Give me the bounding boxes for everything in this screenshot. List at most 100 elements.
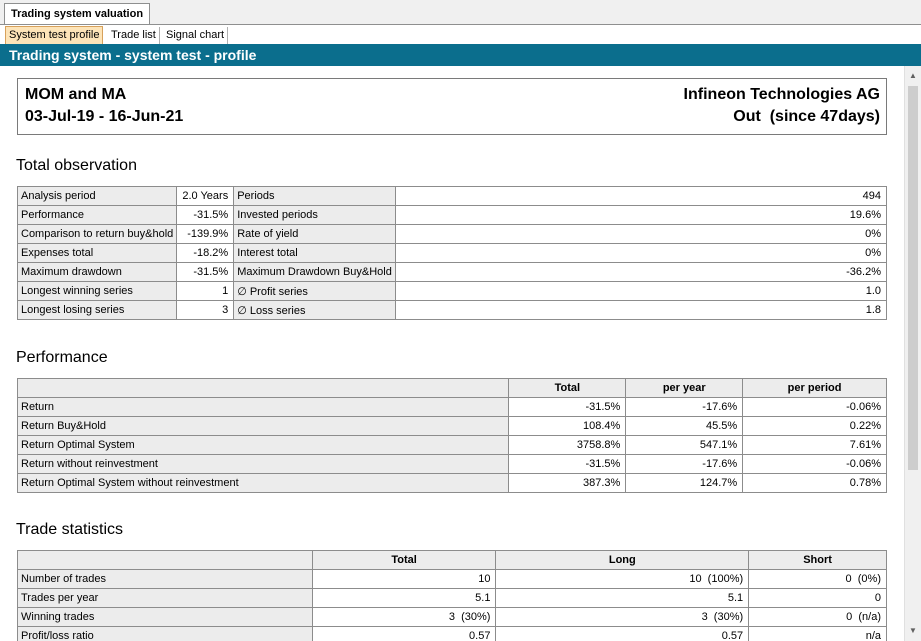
vertical-scrollbar[interactable]: ▲ ▼ xyxy=(904,66,921,641)
obs-label: Analysis period xyxy=(16,186,178,206)
trade-long: 0.57 xyxy=(495,626,750,641)
tab-system-test-profile[interactable]: System test profile xyxy=(5,26,104,45)
window-tab-trading-system-valuation[interactable]: Trading system valuation xyxy=(4,3,151,24)
position-status: Out (since 47days) xyxy=(733,108,880,125)
obs-label: Comparison to return buy&hold xyxy=(16,224,178,244)
perf-total: -31.5% xyxy=(508,454,627,474)
perf-per-period: 0.78% xyxy=(742,473,887,493)
perf-per-year: 547.1% xyxy=(625,435,744,455)
window-tab-bar: Trading system valuation xyxy=(0,0,921,25)
column-header: Long xyxy=(495,550,750,570)
total-observation-table: Analysis period 2.0 Years Periods 494 Pe… xyxy=(16,186,888,320)
obs-value: 1 xyxy=(176,281,235,301)
table-row: Return Optimal System 3758.8% 547.1% 7.6… xyxy=(16,435,887,455)
trade-total: 5.1 xyxy=(311,588,497,608)
obs-value: -36.2% xyxy=(394,262,888,282)
trade-total: 10 xyxy=(311,569,497,589)
obs-label: Expenses total xyxy=(16,243,178,263)
table-header-row: Total per year per period xyxy=(16,378,887,398)
perf-per-year: -17.6% xyxy=(625,397,744,417)
trade-short: 0 (0%) xyxy=(748,569,887,589)
perf-per-year: 45.5% xyxy=(625,416,744,436)
perf-per-period: -0.06% xyxy=(742,397,887,417)
perf-total: 108.4% xyxy=(508,416,627,436)
obs-value: -18.2% xyxy=(176,243,235,263)
column-header xyxy=(17,550,313,570)
section-title-performance: Performance xyxy=(16,349,108,366)
tab-trade-list[interactable]: Trade list xyxy=(108,27,160,44)
obs-value: 494 xyxy=(394,186,888,206)
trade-short: 0 (n/a) xyxy=(748,607,887,627)
trade-label: Profit/loss ratio xyxy=(17,626,313,641)
obs-value: -139.9% xyxy=(176,224,235,244)
obs-label: Maximum Drawdown Buy&Hold xyxy=(233,262,396,282)
obs-label: Invested periods xyxy=(233,205,396,225)
obs-label: Periods xyxy=(233,186,396,206)
trade-total: 0.57 xyxy=(311,626,497,641)
table-header-row: Total Long Short xyxy=(17,550,887,570)
perf-total: 387.3% xyxy=(508,473,627,493)
table-row: Return -31.5% -17.6% -0.06% xyxy=(16,397,887,417)
column-header: Total xyxy=(508,378,627,398)
perf-per-period: 0.22% xyxy=(742,416,887,436)
obs-value: -31.5% xyxy=(176,262,235,282)
perf-total: 3758.8% xyxy=(508,435,627,455)
perf-label: Return Optimal System xyxy=(16,435,510,455)
perf-label: Return Buy&Hold xyxy=(16,416,510,436)
table-row: Performance -31.5% Invested periods 19.6… xyxy=(16,205,888,225)
obs-label: ∅ Loss series xyxy=(233,300,396,320)
table-row: Comparison to return buy&hold -139.9% Ra… xyxy=(16,224,888,244)
table-row: Trades per year 5.1 5.1 0 xyxy=(17,588,887,608)
scroll-up-icon[interactable]: ▲ xyxy=(909,71,917,80)
system-info-box: MOM and MA 03-Jul-19 - 16-Jun-21 Infineo… xyxy=(17,78,887,135)
trade-long: 3 (30%) xyxy=(495,607,750,627)
table-row: Number of trades 10 10 (100%) 0 (0%) xyxy=(17,569,887,589)
column-header: Total xyxy=(311,550,497,570)
table-row: Longest losing series 3 ∅ Loss series 1.… xyxy=(16,300,888,320)
column-header: Short xyxy=(748,550,887,570)
column-header: per period xyxy=(742,378,887,398)
system-name: MOM and MA xyxy=(25,86,127,103)
obs-value: 0% xyxy=(394,243,888,263)
table-row: Maximum drawdown -31.5% Maximum Drawdown… xyxy=(16,262,888,282)
table-row: Return Optimal System without reinvestme… xyxy=(16,473,887,493)
section-title-total-observation: Total observation xyxy=(16,157,137,174)
obs-label: ∅ Profit series xyxy=(233,281,396,301)
obs-label: Longest losing series xyxy=(16,300,178,320)
trade-total: 3 (30%) xyxy=(311,607,497,627)
perf-label: Return xyxy=(16,397,510,417)
perf-label: Return without reinvestment xyxy=(16,454,510,474)
trade-label: Number of trades xyxy=(17,569,313,589)
trade-short: 0 xyxy=(748,588,887,608)
report-content: MOM and MA 03-Jul-19 - 16-Jun-21 Infineo… xyxy=(0,66,904,641)
obs-value: -31.5% xyxy=(176,205,235,225)
obs-value: 0% xyxy=(394,224,888,244)
instrument-name: Infineon Technologies AG xyxy=(683,86,880,103)
obs-label: Interest total xyxy=(233,243,396,263)
trade-statistics-table: Total Long Short Number of trades 10 10 … xyxy=(17,550,887,641)
table-row: Expenses total -18.2% Interest total 0% xyxy=(16,243,888,263)
obs-label: Rate of yield xyxy=(233,224,396,244)
perf-label: Return Optimal System without reinvestme… xyxy=(16,473,510,493)
trade-long: 5.1 xyxy=(495,588,750,608)
tab-signal-chart[interactable]: Signal chart xyxy=(163,27,229,44)
view-tab-bar: System test profile Trade list Signal ch… xyxy=(0,24,921,45)
perf-per-year: -17.6% xyxy=(625,454,744,474)
obs-value: 2.0 Years xyxy=(176,186,235,206)
performance-table: Total per year per period Return -31.5% … xyxy=(16,378,887,493)
table-row: Analysis period 2.0 Years Periods 494 xyxy=(16,186,888,206)
table-row: Longest winning series 1 ∅ Profit series… xyxy=(16,281,888,301)
obs-value: 19.6% xyxy=(394,205,888,225)
scroll-down-icon[interactable]: ▼ xyxy=(909,626,917,635)
perf-per-period: 7.61% xyxy=(742,435,887,455)
trade-long: 10 (100%) xyxy=(495,569,750,589)
obs-label: Performance xyxy=(16,205,178,225)
table-row: Profit/loss ratio 0.57 0.57 n/a xyxy=(17,626,887,641)
obs-value: 1.0 xyxy=(394,281,888,301)
scrollbar-thumb[interactable] xyxy=(908,86,918,470)
obs-label: Longest winning series xyxy=(16,281,178,301)
section-title-trade-statistics: Trade statistics xyxy=(16,521,123,538)
trade-label: Winning trades xyxy=(17,607,313,627)
obs-value: 3 xyxy=(176,300,235,320)
date-range: 03-Jul-19 - 16-Jun-21 xyxy=(25,108,184,125)
